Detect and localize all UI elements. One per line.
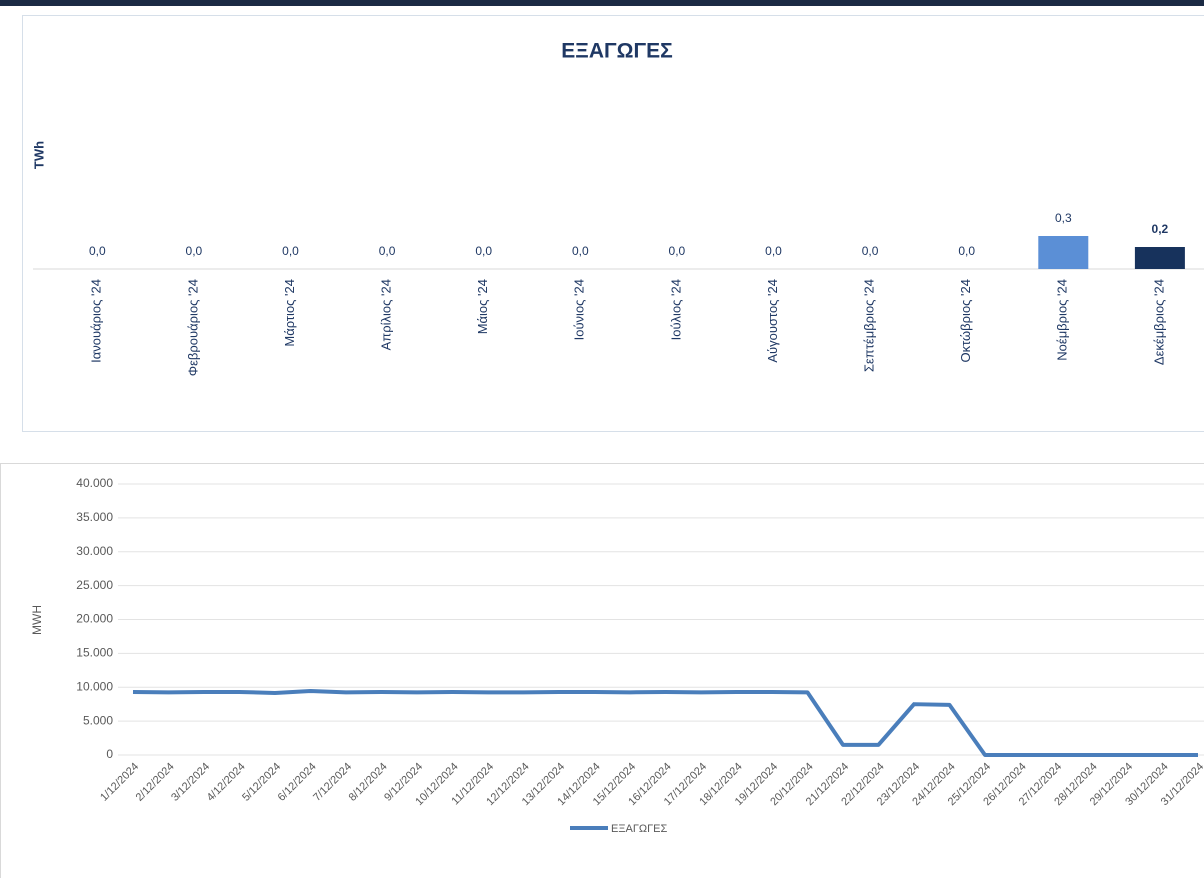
x-tick-label: Ιανουάριος '24 (89, 279, 104, 363)
y-tick-label: 5.000 (83, 713, 113, 727)
value-label: 0,2 (1152, 222, 1169, 236)
y-axis-label: MWH (30, 605, 44, 635)
y-axis-label: TWh (31, 141, 46, 169)
bar (1134, 247, 1185, 269)
value-label: 0,0 (958, 244, 975, 258)
x-tick-label: Αύγουστος '24 (765, 279, 780, 363)
x-tick-label: Απρίλιος '24 (379, 279, 394, 350)
value-label: 0,0 (186, 244, 203, 258)
panel (0, 463, 1204, 878)
value-label: 0,0 (862, 244, 879, 258)
top-bar (0, 0, 1204, 6)
x-tick-label: Ιούλιος '24 (668, 279, 683, 340)
x-tick-label: Σεπτέμβριος '24 (862, 279, 877, 372)
value-label: 0,0 (282, 244, 299, 258)
panel (22, 15, 1204, 432)
y-tick-label: 20.000 (76, 612, 113, 626)
line-series (132, 688, 1198, 757)
x-tick-label: Οκτώβριος '24 (958, 279, 973, 363)
legend-label: ΕΞΑΓΩΓΕΣ (611, 823, 668, 835)
y-tick-label: 40.000 (76, 476, 113, 490)
value-label: 0,0 (669, 244, 686, 258)
x-tick-label: Ιούνιος '24 (572, 279, 587, 340)
x-tick-label: Νοέμβριος '24 (1055, 279, 1070, 361)
value-label: 0,0 (765, 244, 782, 258)
chart-title: ΕΞΑΓΩΓΕΣ (561, 40, 672, 63)
y-tick-label: 10.000 (76, 679, 113, 693)
value-label: 0,0 (379, 244, 396, 258)
x-tick-label: Φεβρουάριος '24 (185, 279, 200, 376)
y-tick-label: 30.000 (76, 544, 113, 558)
value-label: 0,0 (475, 244, 492, 258)
x-tick-label: Μάιος '24 (475, 279, 490, 334)
value-label: 0,0 (89, 244, 106, 258)
value-label: 0,3 (1055, 211, 1072, 225)
y-tick-label: 25.000 (76, 578, 113, 592)
y-tick-label: 15.000 (76, 646, 113, 660)
value-label: 0,0 (572, 244, 589, 258)
bar (1038, 236, 1089, 269)
y-tick-label: 35.000 (76, 510, 113, 524)
x-tick-label: Μάρτιος '24 (282, 279, 297, 347)
y-tick-label: 0 (106, 747, 113, 761)
x-tick-label: Δεκέμβριος '24 (1151, 279, 1166, 365)
